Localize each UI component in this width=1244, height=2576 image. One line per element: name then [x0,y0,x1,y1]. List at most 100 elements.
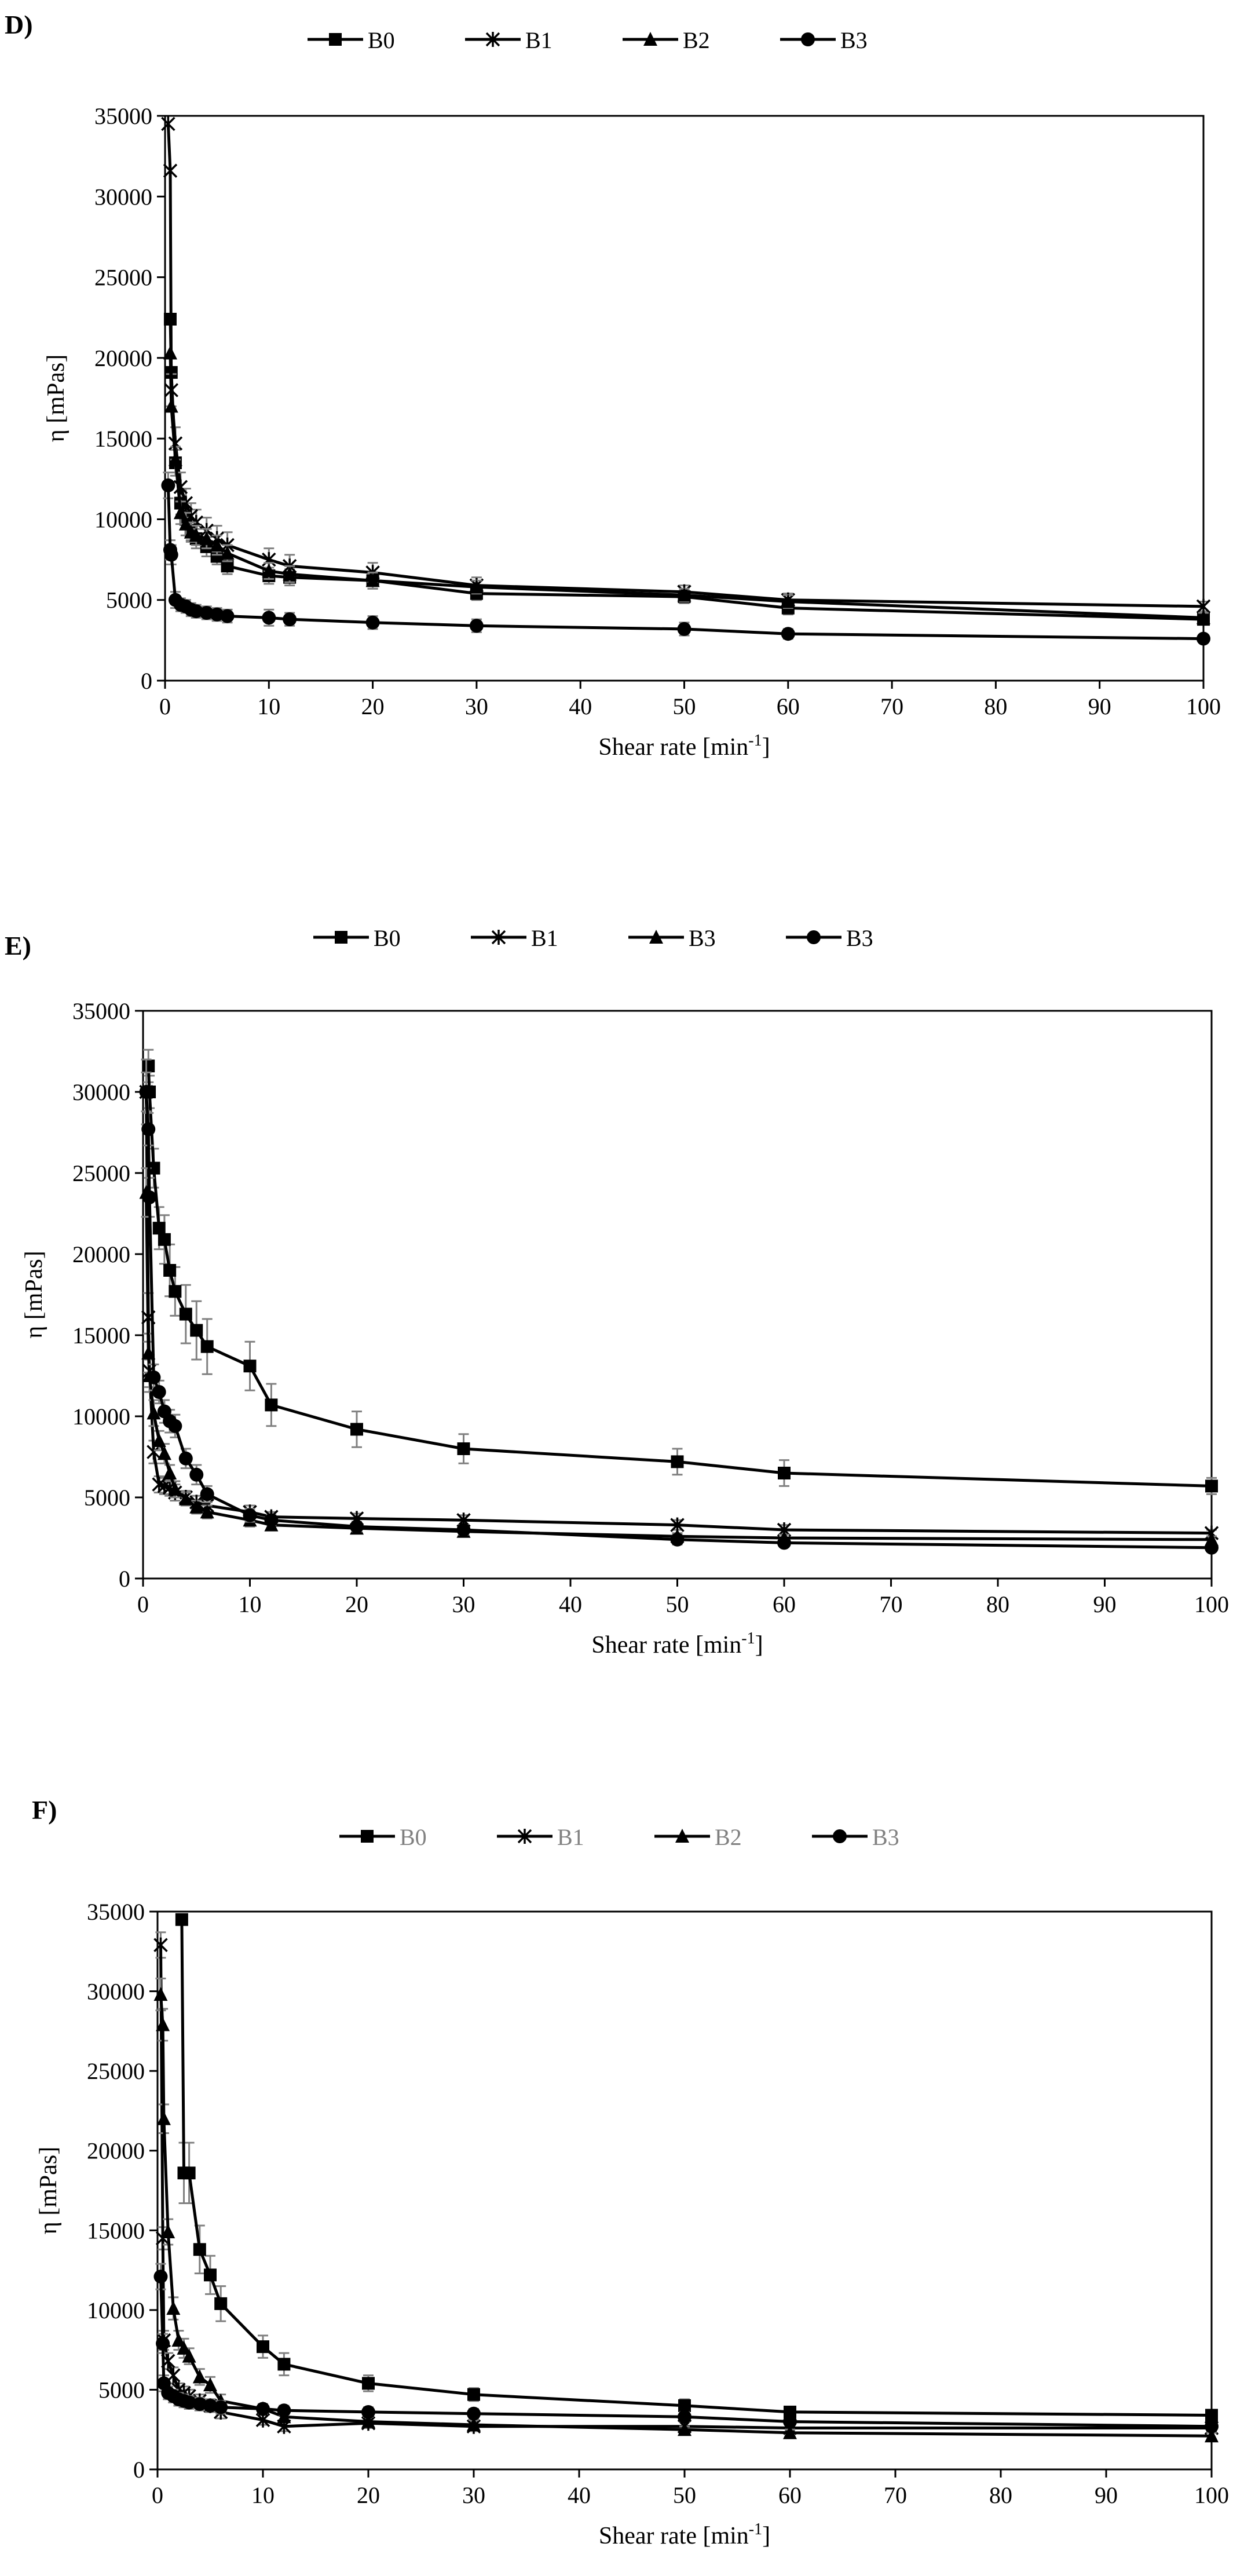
legend: B0 B1 B3 B3 [313,925,873,951]
data-point [1205,2428,1219,2443]
legend-item-b3-circle: B3 [780,27,868,53]
data-point [139,1085,153,1099]
legend-label: B1 [525,27,553,53]
data-point [365,615,380,630]
data-point [182,2166,196,2180]
legend-marker [491,930,506,945]
data-point [189,1467,204,1482]
data-point [277,2358,291,2371]
data-point [190,1324,203,1337]
x-tick-label: 100 [1186,693,1221,719]
y-tick-label: 35000 [72,998,130,1024]
legend-marker [649,930,663,944]
plot-frame [156,1910,1213,2471]
data-point [457,1442,470,1455]
data-point [161,2224,175,2239]
y-tick-label: 25000 [94,265,152,291]
x-tick-label: 10 [257,693,280,719]
x-tick-label: 80 [984,693,1007,719]
legend-label: B0 [368,27,395,53]
x-axis-label-main: Shear rate [min [591,1632,741,1658]
plot-frame [142,1010,1213,1580]
x-tick-label: 40 [569,693,592,719]
series-line [159,1994,1212,2438]
legend-marker [801,32,815,46]
x-axis-label: Shear rate [min-1] [599,2520,770,2549]
data-point [214,2400,228,2414]
data-point [257,2340,269,2354]
data-point [778,1467,791,1479]
legend-label: B3 [689,925,716,951]
x-tick-label: 80 [989,2482,1012,2508]
data-point [164,547,178,562]
legend-label: B0 [400,1824,427,1850]
x-tick-label: 60 [773,1591,796,1617]
x-tick-label: 0 [152,2482,163,2508]
panel-label: F) [32,1795,57,1825]
x-tick-label: 30 [462,2482,485,2508]
x-tick-label: 40 [568,2482,591,2508]
x-tick-label: 0 [159,693,171,719]
y-tick-label: 30000 [72,1079,130,1105]
y-tick-label: 10000 [72,1404,130,1430]
data-point [199,606,214,620]
x-tick-label: 20 [345,1591,368,1617]
x-tick-label: 60 [778,2482,802,2508]
series-b3-circle [153,2263,1219,2434]
data-point [153,2270,168,2284]
data-point [467,2388,480,2401]
x-tick-label: 50 [666,1591,689,1617]
y-tick-label: 25000 [72,1160,130,1186]
x-tick-label: 20 [361,693,385,719]
x-tick-label: 60 [777,693,800,719]
data-point [781,594,795,608]
series-b2-triangle [153,1978,1219,2443]
y-tick-label: 0 [141,668,152,694]
data-point [256,2402,270,2416]
data-point [678,2422,691,2436]
data-point [166,2301,181,2315]
data-point [182,2395,196,2410]
series-b3-triangle [139,1167,1219,1546]
x-axis-label-main: Shear rate [min [598,734,748,761]
series-b0-square [142,1048,1218,1495]
legend-item-b2-triangle: B2 [654,1824,742,1850]
legend: B0 B1 B2 B3 [308,27,868,53]
data-point [163,345,177,360]
x-axis-label-sup: -1 [748,732,762,750]
data-point [677,587,691,602]
data-point [168,452,182,466]
x-tick-label: 20 [357,2482,380,2508]
data-point [262,563,276,578]
series-line [169,353,1204,619]
legend-item-b1-star: B1 [497,1824,584,1850]
legend-marker [329,33,342,46]
y-tick-label: 30000 [87,1979,145,2005]
data-point [670,1532,685,1547]
data-point [1197,631,1210,646]
data-point [178,1491,193,1506]
y-tick-label: 5000 [84,1485,130,1511]
data-point [277,2403,291,2418]
x-tick-label: 70 [884,2482,907,2508]
data-point [204,2268,217,2282]
data-point [163,1466,177,1479]
x-axis-label-sup: -1 [741,1629,755,1647]
legend-label: B3 [846,925,873,951]
series-line [159,1945,1212,2429]
series-line [166,123,1204,608]
data-point [182,2348,196,2363]
data-point [157,1446,171,1460]
data-point [199,531,214,545]
legend-item-b2-triangle: B2 [623,27,710,53]
data-point [469,619,484,633]
legend-marker [643,32,657,46]
chart-panel-f: F) 0 5000 10000 15000 20000 25000 30000 35000 0 10… [32,1795,1229,2549]
legend-item-b3-circle: B3 [812,1824,899,1850]
data-point [142,1190,157,1204]
data-point [152,1222,166,1235]
data-point [1205,2419,1219,2434]
legend-item-b0-square: B0 [308,27,395,53]
data-point [189,528,203,542]
y-tick-label: 35000 [87,1899,145,1925]
